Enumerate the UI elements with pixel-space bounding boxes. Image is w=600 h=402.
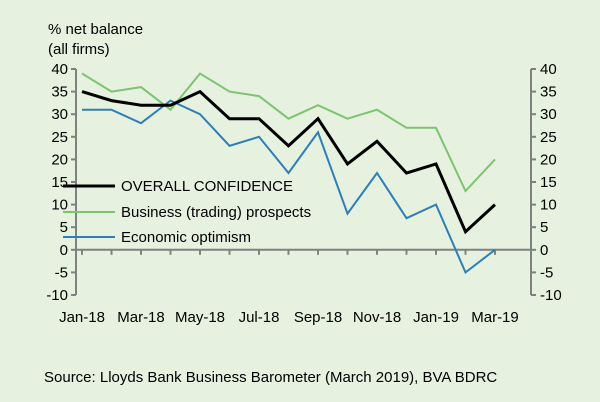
left-y-tick-label: 15 — [51, 174, 68, 191]
legend-label-2: Economic optimism — [121, 229, 251, 246]
left-y-tick-label: 35 — [51, 84, 68, 101]
x-tick-label: Nov-18 — [353, 309, 401, 326]
x-tick-label: Jan-18 — [59, 309, 105, 326]
right-y-tick-label: 40 — [540, 61, 557, 78]
right-y-tick-label: 5 — [540, 219, 548, 236]
left-y-tick-label: 0 — [60, 242, 68, 259]
legend-label-0: OVERALL CONFIDENCE — [121, 178, 293, 195]
right-y-tick-label: 35 — [540, 84, 557, 101]
right-y-tick-label: 10 — [540, 197, 557, 214]
x-tick-label: Jul-18 — [239, 309, 280, 326]
legend: OVERALL CONFIDENCE Business (trading) pro… — [63, 178, 311, 246]
x-tick-label: Sep-18 — [294, 309, 342, 326]
right-y-tick-label: -5 — [540, 264, 553, 281]
right-y-tick-label: 20 — [540, 151, 557, 168]
y-axis-title-line-1: % net balance — [48, 21, 143, 38]
x-tick-label: Mar-19 — [471, 309, 519, 326]
series-line-2 — [82, 99, 496, 274]
left-y-tick-label: -10 — [46, 287, 68, 304]
right-y-tick-label: -10 — [540, 287, 562, 304]
x-tick-label: May-18 — [175, 309, 225, 326]
axes: 40 40 35 35 30 30 25 25 20 20 15 15 10 10 5 5 0 0 -5 -5 -10 -… — [46, 61, 561, 326]
left-y-tick-label: 20 — [51, 151, 68, 168]
left-y-tick-label: 10 — [51, 197, 68, 214]
left-y-tick-label: -5 — [55, 264, 68, 281]
left-y-tick-label: 25 — [51, 129, 68, 146]
series-line-0 — [81, 89, 497, 235]
right-y-tick-label: 30 — [540, 106, 557, 123]
right-y-tick-label: 0 — [540, 242, 548, 259]
left-y-tick-label: 40 — [51, 61, 68, 78]
y-axis-title-line-2: (all firms) — [48, 41, 110, 58]
left-y-tick-label: 30 — [51, 106, 68, 123]
series-lines — [81, 72, 497, 274]
legend-label-1: Business (trading) prospects — [121, 204, 311, 221]
x-tick-label: Jan-19 — [413, 309, 459, 326]
right-y-tick-label: 25 — [540, 129, 557, 146]
x-tick-label: Mar-18 — [117, 309, 165, 326]
right-y-tick-label: 15 — [540, 174, 557, 191]
left-y-tick-label: 5 — [60, 219, 68, 236]
series-line-1 — [81, 72, 496, 193]
source-note: Source: Lloyds Bank Business Barometer (… — [44, 369, 498, 386]
